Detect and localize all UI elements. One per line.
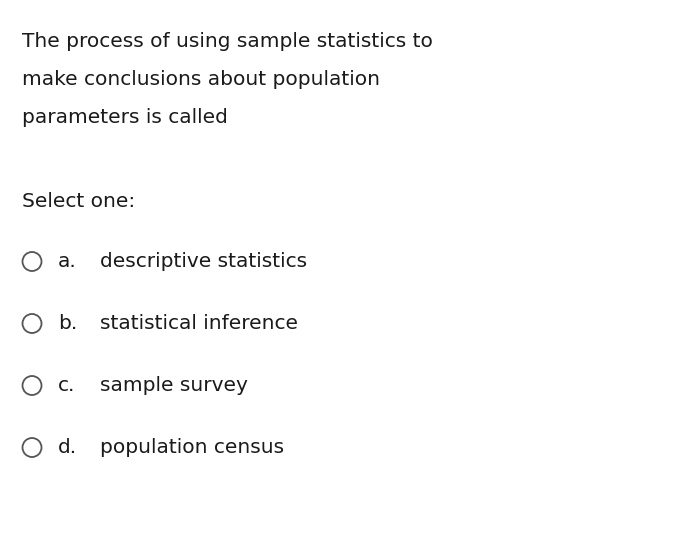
Text: population census: population census [100,438,284,457]
Text: a.: a. [58,252,77,271]
Text: make conclusions about population: make conclusions about population [22,70,380,89]
Text: Select one:: Select one: [22,192,135,211]
Text: parameters is called: parameters is called [22,108,228,127]
Text: b.: b. [58,314,78,333]
Text: sample survey: sample survey [100,376,248,395]
Text: The process of using sample statistics to: The process of using sample statistics t… [22,32,433,51]
Text: c.: c. [58,376,75,395]
Text: d.: d. [58,438,77,457]
Text: statistical inference: statistical inference [100,314,298,333]
Text: descriptive statistics: descriptive statistics [100,252,307,271]
